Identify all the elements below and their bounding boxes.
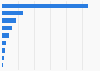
Bar <box>2 4 88 8</box>
Bar <box>2 63 3 67</box>
Bar <box>2 48 5 53</box>
Bar <box>2 33 9 38</box>
Bar <box>2 26 12 30</box>
Bar <box>2 56 4 60</box>
Bar <box>2 41 6 45</box>
Bar <box>2 18 16 23</box>
Bar <box>2 11 23 15</box>
